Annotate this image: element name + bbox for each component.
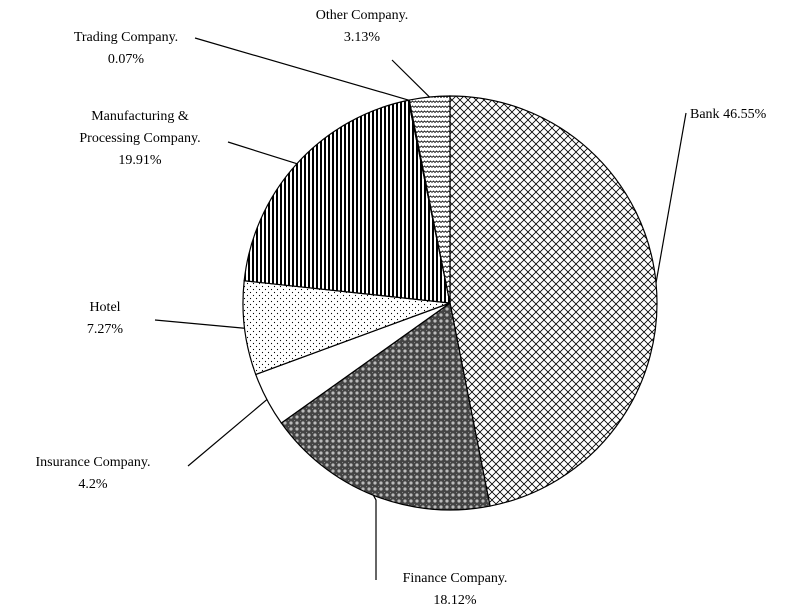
value-label: 46.55% — [723, 107, 767, 122]
leader-line — [391, 59, 430, 98]
leader-line — [655, 112, 687, 283]
value-label: 7.27% — [86, 322, 124, 337]
leader-line — [227, 141, 298, 165]
slice-label: Bank 46.55% — [690, 104, 766, 126]
value-label: 19.91% — [118, 153, 162, 168]
category-label: Bank — [690, 107, 720, 122]
slice-label: Insurance Company. 4.2% — [8, 452, 178, 496]
leader-line — [154, 319, 245, 329]
slice-label: Trading Company. 0.07% — [46, 27, 206, 71]
category-label: Hotel — [89, 300, 121, 315]
leader-line — [194, 37, 409, 101]
category-label: Finance Company. — [402, 571, 508, 586]
category-label: Manufacturing & Processing Company. — [79, 109, 201, 146]
category-label: Trading Company. — [73, 30, 179, 45]
value-label: 4.2% — [78, 477, 108, 492]
pie-slice — [449, 95, 658, 507]
leader-line — [372, 495, 377, 580]
slice-label: Hotel 7.27% — [45, 297, 165, 341]
category-label: Other Company. — [315, 8, 409, 23]
value-label: 0.07% — [107, 52, 145, 67]
leader-line — [187, 399, 268, 467]
slice-label: Finance Company. 18.12% — [365, 568, 545, 611]
slice-label: Other Company. 3.13% — [282, 5, 442, 49]
value-label: 3.13% — [343, 30, 381, 45]
value-label: 18.12% — [433, 593, 477, 608]
pie-slice — [280, 301, 491, 511]
slice-label: Manufacturing & Processing Company. 19.91… — [65, 106, 215, 172]
category-label: Insurance Company. — [35, 455, 151, 470]
